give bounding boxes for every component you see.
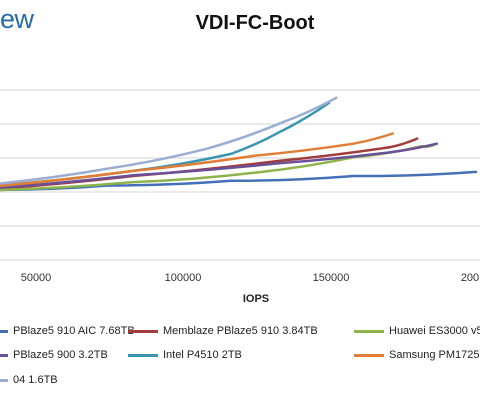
x-tick-label: 150000 — [313, 272, 350, 284]
legend-label: Intel P4510 2TB — [163, 349, 242, 361]
legend-swatch — [128, 329, 158, 333]
legend-item-intel-p4510: Intel P4510 2TB — [128, 349, 242, 361]
legend-swatch — [128, 353, 158, 357]
chart-title: VDI-FC-Boot — [195, 12, 315, 34]
legend-swatch — [0, 329, 8, 333]
legend-label: PBlaze5 900 3.2TB — [13, 349, 108, 361]
chart-legend: PBlaze5 910 AIC 7.68TB Memblaze PBlaze5 … — [0, 320, 480, 401]
x-axis-title: IOPS — [243, 293, 269, 305]
legend-swatch — [354, 353, 384, 357]
series-line-3 — [0, 142, 439, 189]
legend-swatch — [0, 353, 8, 357]
x-axis-ticks: 50000 100000 150000 200 — [21, 272, 479, 284]
brand-logo: ew — [0, 4, 34, 34]
x-tick-label: 200 — [461, 272, 479, 284]
legend-item-memblaze-910: Memblaze PBlaze5 910 3.84TB — [128, 325, 318, 337]
x-tick-label: 50000 — [21, 272, 52, 284]
legend-item-huawei-es3000: Huawei ES3000 v5 — [354, 325, 480, 337]
series-line-6 — [0, 96, 338, 185]
legend-item-04-1-6tb: 04 1.6TB — [0, 374, 58, 386]
chart-grid — [0, 89, 480, 261]
line-chart: 50000 100000 150000 200 IOPS — [0, 89, 480, 305]
legend-label: Huawei ES3000 v5 — [389, 325, 480, 337]
legend-item-pblaze5-900: PBlaze5 900 3.2TB — [0, 349, 108, 361]
x-tick-label: 100000 — [165, 272, 202, 284]
legend-label: 04 1.6TB — [13, 374, 58, 386]
legend-swatch — [0, 378, 8, 382]
legend-label: PBlaze5 910 AIC 7.68TB — [13, 325, 135, 337]
legend-item-samsung-pm1725: Samsung PM1725 — [354, 349, 480, 361]
chart-series — [0, 96, 478, 192]
legend-label: Samsung PM1725 — [389, 349, 480, 361]
legend-item-pblaze5-910-aic: PBlaze5 910 AIC 7.68TB — [0, 325, 135, 337]
legend-label: Memblaze PBlaze5 910 3.84TB — [163, 325, 318, 337]
series-line-5 — [0, 132, 394, 188]
legend-swatch — [354, 329, 384, 333]
